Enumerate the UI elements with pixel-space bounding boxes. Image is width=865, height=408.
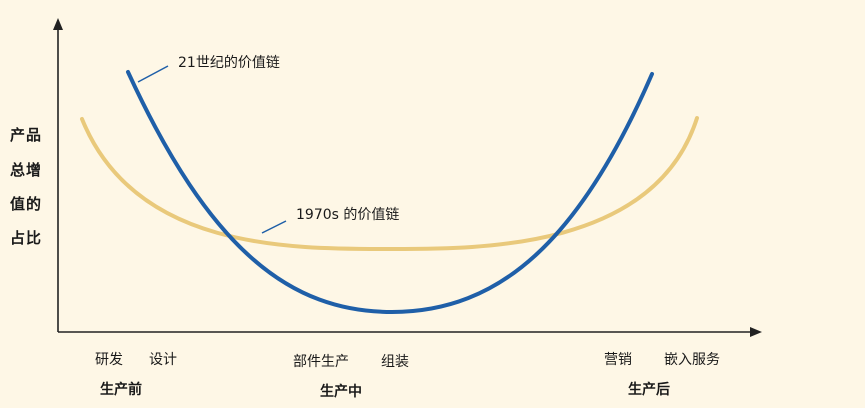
stage-post-production: 生产后 [628,382,670,398]
y-axis-arrow [53,18,63,30]
y-axis-label-line-3: 值的 [10,195,43,213]
activity-component-production: 部件生产 [293,354,349,370]
activity-rd: 研发 [95,352,123,368]
stage-production: 生产中 [320,384,362,400]
y-axis-label-line-2: 总增 [10,161,43,179]
stage-pre-production: 生产前 [100,382,142,398]
y-axis-label-line-1: 产品 [10,126,43,144]
activity-embedded-services: 嵌入服务 [664,352,720,368]
leader-21st-century [137,65,169,83]
y-axis-label-line-4: 占比 [10,229,43,247]
label-1970s: 1970s 的价值链 [296,207,399,223]
label-21st-century: 21世纪的价值链 [178,55,280,71]
activity-marketing: 营销 [604,352,632,368]
curve-1970s [80,116,699,252]
curve-21st-century [126,70,654,315]
activity-design: 设计 [149,352,177,368]
x-axis-arrow [750,327,762,337]
activity-assembly: 组装 [381,354,409,370]
leader-1970s [261,220,287,234]
